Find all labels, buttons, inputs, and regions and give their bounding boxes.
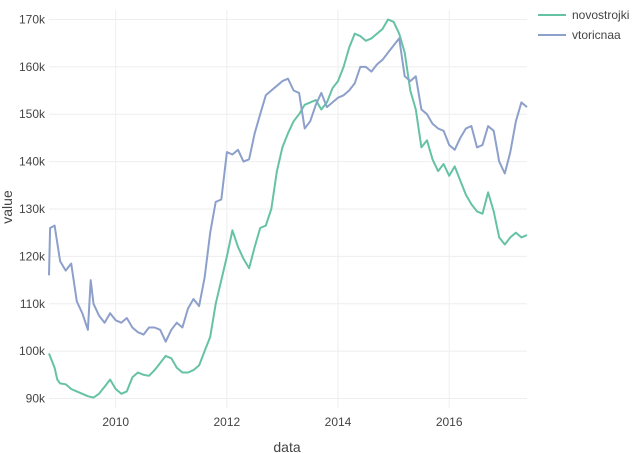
legend-label: novostrojki	[572, 8, 629, 22]
y-tick-label: 130k	[19, 202, 46, 216]
legend-item-novostrojki[interactable]: novostrojki	[538, 8, 629, 22]
x-tick-label: 2016	[436, 415, 463, 429]
x-tick-label: 2012	[214, 415, 241, 429]
legend[interactable]: novostrojki vtoricnaa	[538, 8, 629, 42]
y-tick-label: 120k	[19, 249, 46, 263]
y-tick-label: 90k	[26, 392, 46, 406]
legend-label: vtoricnaa	[572, 28, 621, 42]
y-tick-label: 170k	[19, 12, 46, 26]
y-tick-label: 100k	[19, 344, 46, 358]
series-line-vtoricnaa	[48, 37, 528, 343]
y-tick-label: 140k	[19, 155, 46, 169]
legend-item-vtoricnaa[interactable]: vtoricnaa	[538, 28, 621, 42]
x-tick-label: 2014	[325, 415, 352, 429]
y-axis-title: value	[0, 190, 15, 224]
y-tick-label: 110k	[20, 297, 46, 311]
x-tick-labels: 2010 2012 2014 2016	[102, 415, 463, 429]
y-gridlines	[49, 18, 527, 400]
y-tick-labels: 90k 100k 110k 120k 130k 140k 150k 160k 170k	[19, 12, 46, 405]
y-tick-label: 160k	[19, 60, 46, 74]
x-axis-title: data	[273, 439, 300, 453]
y-tick-label: 150k	[19, 107, 46, 121]
series-line-novostrojki	[48, 18, 528, 399]
x-tick-label: 2010	[102, 415, 129, 429]
series-layer	[48, 18, 528, 399]
